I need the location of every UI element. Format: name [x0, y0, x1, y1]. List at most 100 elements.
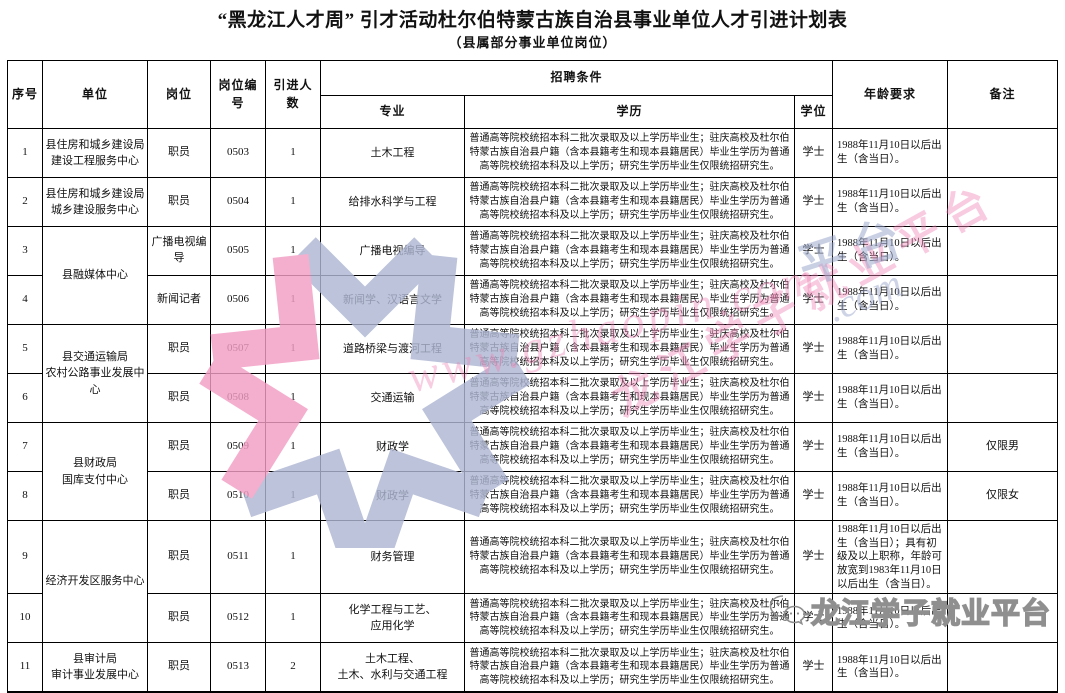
cell-major: 广播电视编导	[320, 226, 465, 276]
cell-major: 化学工程与工艺、 应用化学	[320, 593, 465, 644]
cell-education: 普通高等院校统招本科二批次录取及以上学历毕业生；驻庆高校及杜尔伯特蒙古族自治县户…	[464, 128, 795, 178]
table-row: 10 职员 0512 1 化学工程与工艺、 应用化学 普通高等院校统招本科二批次录取及以上学…	[7, 593, 1059, 644]
table-body: 1 县住房和城乡建设局 建设工程服务中心 职员 0503 1 土木工程 普通高等院校统招本科二…	[7, 128, 1059, 693]
cell-education: 普通高等院校统招本科二批次录取及以上学历毕业生；驻庆高校及杜尔伯特蒙古族自治县户…	[464, 373, 795, 423]
cell-post: 广播电视编导	[147, 226, 211, 276]
cell-count: 1	[265, 128, 321, 178]
cell-age: 1988年11月10日以后出生（含当日）；具有初级及以上职称，年龄可放宽到198…	[832, 519, 949, 595]
table-row: 9 经济开发区服务中心 职员 0511 1 财务管理 普通高等院校统招本科二批次录取及以上学…	[7, 519, 1059, 644]
cell-no: 6	[7, 373, 43, 423]
cell-education: 普通高等院校统招本科二批次录取及以上学历毕业生；驻庆高校及杜尔伯特蒙古族自治县户…	[464, 642, 795, 693]
cell-count: 1	[265, 177, 321, 227]
cell-no: 9	[7, 519, 43, 595]
cell-major: 财务管理	[320, 519, 465, 595]
table-row: 5 县交通运输局 农村公路事业发展中心 职员 0507 1 道路桥梁与渡河工程 普通高等院校统…	[7, 324, 1059, 423]
cell-code: 0509	[210, 422, 266, 472]
cell-code: 0507	[210, 324, 266, 374]
cell-post: 新闻记者	[147, 275, 211, 325]
cell-major: 新闻学、汉语言文学	[320, 275, 465, 325]
cell-degree: 学士	[793, 373, 834, 423]
cell-education: 普通高等院校统招本科二批次录取及以上学历毕业生；驻庆高校及杜尔伯特蒙古族自治县户…	[464, 275, 795, 325]
cell-unit: 县融媒体中心	[42, 226, 148, 325]
page-subtitle: （县属部分事业单位岗位）	[448, 35, 617, 50]
cell-no: 1	[7, 128, 43, 178]
cell-no: 5	[7, 324, 43, 374]
cell-no: 2	[7, 177, 43, 227]
col-header-age: 年龄要求	[832, 60, 949, 129]
table-header: 序号 单位 岗位 岗位编号 引进人数 招聘条件 年龄要求 备注 专业 学历 学位	[7, 60, 1059, 129]
cell-code: 0505	[210, 226, 266, 276]
cell-count: 1	[265, 275, 321, 325]
cell-education: 普通高等院校统招本科二批次录取及以上学历毕业生；驻庆高校及杜尔伯特蒙古族自治县户…	[464, 226, 795, 276]
cell-major: 交通运输	[320, 373, 465, 423]
col-header-recruit-conditions: 招聘条件	[319, 60, 834, 96]
cell-no: 8	[7, 471, 43, 521]
cell-code: 0504	[210, 177, 266, 227]
cell-unit: 县交通运输局 农村公路事业发展中心	[42, 324, 148, 423]
table-row: 6 职员 0508 1 交通运输 普通高等院校统招本科二批次录取及以上学历毕业生；驻庆高校…	[7, 373, 1059, 423]
table-row: 7 县财政局 国库支付中心 职员 0509 1 财政学 普通高等院校统招本科二批次录取及以上学…	[7, 422, 1059, 521]
cell-no: 7	[7, 422, 43, 472]
col-header-note: 备注	[947, 60, 1059, 129]
cell-major: 道路桥梁与渡河工程	[320, 324, 465, 374]
cell-education: 普通高等院校统招本科二批次录取及以上学历毕业生；驻庆高校及杜尔伯特蒙古族自治县户…	[464, 519, 795, 595]
cell-code: 0511	[210, 519, 266, 595]
cell-unit: 县住房和城乡建设局 建设工程服务中心	[42, 128, 148, 178]
cell-unit: 县审计局 审计事业发展中心	[42, 642, 148, 693]
cell-code: 0512	[210, 593, 266, 644]
col-header-major: 专业	[320, 95, 465, 129]
cell-post: 职员	[147, 373, 211, 423]
cell-note	[947, 593, 1059, 644]
col-header-education: 学历	[464, 95, 795, 129]
cell-note	[947, 177, 1059, 227]
cell-degree: 学士	[793, 324, 834, 374]
table-row: 1 县住房和城乡建设局 建设工程服务中心 职员 0503 1 土木工程 普通高等院校统招本科二…	[7, 128, 1059, 178]
cell-education: 普通高等院校统招本科二批次录取及以上学历毕业生；驻庆高校及杜尔伯特蒙古族自治县户…	[464, 324, 795, 374]
table-row: 11 县审计局 审计事业发展中心 职员 0513 2 土木工程、 土木、水利与交通工程 普通高等…	[7, 642, 1059, 693]
cell-unit: 县住房和城乡建设局 城乡建设服务中心	[42, 177, 148, 227]
cell-note	[947, 128, 1059, 178]
cell-code: 0510	[210, 471, 266, 521]
table-row: 8 职员 0510 1 财政学 普通高等院校统招本科二批次录取及以上学历毕业生；驻庆高校及…	[7, 471, 1059, 521]
cell-no: 10	[7, 593, 43, 644]
cell-note: 仅限男	[947, 422, 1059, 472]
col-header-degree: 学位	[793, 95, 834, 129]
cell-education: 普通高等院校统招本科二批次录取及以上学历毕业生；驻庆高校及杜尔伯特蒙古族自治县户…	[464, 422, 795, 472]
cell-count: 1	[265, 373, 321, 423]
cell-note	[947, 519, 1059, 595]
cell-post: 职员	[147, 593, 211, 644]
cell-degree: 学士	[793, 593, 834, 644]
cell-degree: 学士	[793, 471, 834, 521]
cell-note	[947, 642, 1059, 693]
cell-count: 2	[265, 642, 321, 693]
cell-no: 3	[7, 226, 43, 276]
cell-degree: 学士	[793, 519, 834, 595]
cell-unit: 县财政局 国库支付中心	[42, 422, 148, 521]
cell-major: 土木工程、 土木、水利与交通工程	[320, 642, 465, 693]
cell-code: 0508	[210, 373, 266, 423]
cell-education: 普通高等院校统招本科二批次录取及以上学历毕业生；驻庆高校及杜尔伯特蒙古族自治县户…	[464, 471, 795, 521]
cell-note: 仅限女	[947, 471, 1059, 521]
cell-degree: 学士	[793, 128, 834, 178]
cell-major: 财政学	[320, 422, 465, 472]
cell-note	[947, 324, 1059, 374]
cell-age: 1988年11月10日以后出生（含当日）。	[832, 324, 949, 374]
cell-post: 职员	[147, 177, 211, 227]
col-header-no: 序号	[7, 60, 43, 129]
cell-unit: 经济开发区服务中心	[42, 519, 148, 644]
cell-note	[947, 275, 1059, 325]
table-row: 2 县住房和城乡建设局 城乡建设服务中心 职员 0504 1 给排水科学与工程 普通高等院校统…	[7, 177, 1059, 227]
cell-age: 1988年11月10日以后出生（含当日）。	[832, 226, 949, 276]
cell-degree: 学士	[793, 422, 834, 472]
cell-code: 0506	[210, 275, 266, 325]
cell-count: 1	[265, 422, 321, 472]
cell-degree: 学士	[793, 642, 834, 693]
cell-post: 职员	[147, 642, 211, 693]
table-row: 3 县融媒体中心 广播电视编导 0505 1 广播电视编导 普通高等院校统招本科二批次录取及…	[7, 226, 1059, 325]
cell-post: 职员	[147, 471, 211, 521]
cell-education: 普通高等院校统招本科二批次录取及以上学历毕业生；驻庆高校及杜尔伯特蒙古族自治县户…	[464, 177, 795, 227]
cell-no: 11	[7, 642, 43, 693]
cell-post: 职员	[147, 128, 211, 178]
cell-age: 1988年11月10日以后出生（含当日）。	[832, 422, 949, 472]
cell-code: 0503	[210, 128, 266, 178]
